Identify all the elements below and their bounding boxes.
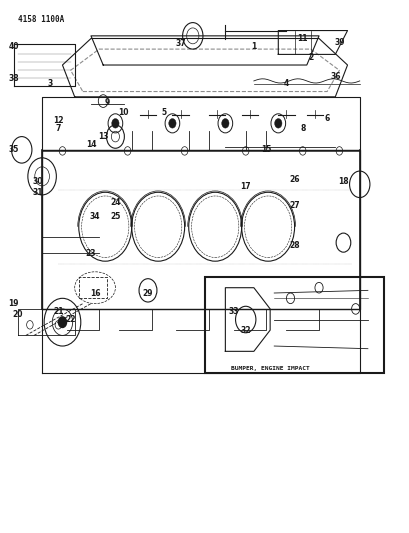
Circle shape — [274, 118, 281, 128]
Text: 4: 4 — [283, 79, 288, 88]
Circle shape — [112, 118, 119, 128]
Text: BUMPER, ENGINE IMPACT: BUMPER, ENGINE IMPACT — [231, 366, 310, 371]
Text: 2: 2 — [308, 53, 313, 62]
Text: 35: 35 — [9, 146, 19, 155]
Text: 25: 25 — [110, 212, 120, 221]
Text: 3: 3 — [47, 79, 53, 88]
Text: 39: 39 — [333, 38, 344, 47]
Text: 33: 33 — [228, 307, 238, 316]
Circle shape — [221, 118, 229, 128]
FancyBboxPatch shape — [204, 277, 383, 373]
Text: 8: 8 — [299, 124, 305, 133]
Text: 5: 5 — [161, 108, 166, 117]
Text: 19: 19 — [8, 299, 19, 308]
Text: 24: 24 — [110, 198, 120, 207]
Text: 20: 20 — [12, 310, 23, 319]
Text: 40: 40 — [8, 42, 19, 51]
Text: 30: 30 — [33, 177, 43, 186]
Text: 36: 36 — [329, 72, 340, 81]
Text: 38: 38 — [8, 74, 19, 83]
Text: 34: 34 — [90, 212, 100, 221]
Text: 7: 7 — [56, 124, 61, 133]
Text: 32: 32 — [240, 326, 250, 335]
Text: 23: 23 — [85, 249, 96, 258]
Text: 1: 1 — [251, 42, 256, 51]
Text: 28: 28 — [289, 241, 299, 250]
Text: 29: 29 — [142, 288, 153, 297]
Text: 16: 16 — [90, 288, 100, 297]
Text: 27: 27 — [289, 201, 299, 210]
Circle shape — [58, 317, 66, 327]
Text: 9: 9 — [104, 98, 110, 107]
Text: 17: 17 — [240, 182, 250, 191]
Text: 4158 1100A: 4158 1100A — [18, 14, 64, 23]
Text: 11: 11 — [297, 34, 307, 43]
Text: 6: 6 — [324, 114, 329, 123]
Text: 15: 15 — [260, 146, 271, 155]
Text: 10: 10 — [118, 108, 128, 117]
Text: 18: 18 — [337, 177, 348, 186]
Text: 26: 26 — [289, 174, 299, 183]
Text: 37: 37 — [175, 39, 185, 49]
Text: 14: 14 — [85, 140, 96, 149]
Text: 13: 13 — [98, 132, 108, 141]
Text: 21: 21 — [53, 307, 63, 316]
Text: 31: 31 — [33, 188, 43, 197]
Circle shape — [169, 118, 175, 128]
Text: 22: 22 — [65, 315, 76, 324]
Text: 12: 12 — [53, 116, 63, 125]
